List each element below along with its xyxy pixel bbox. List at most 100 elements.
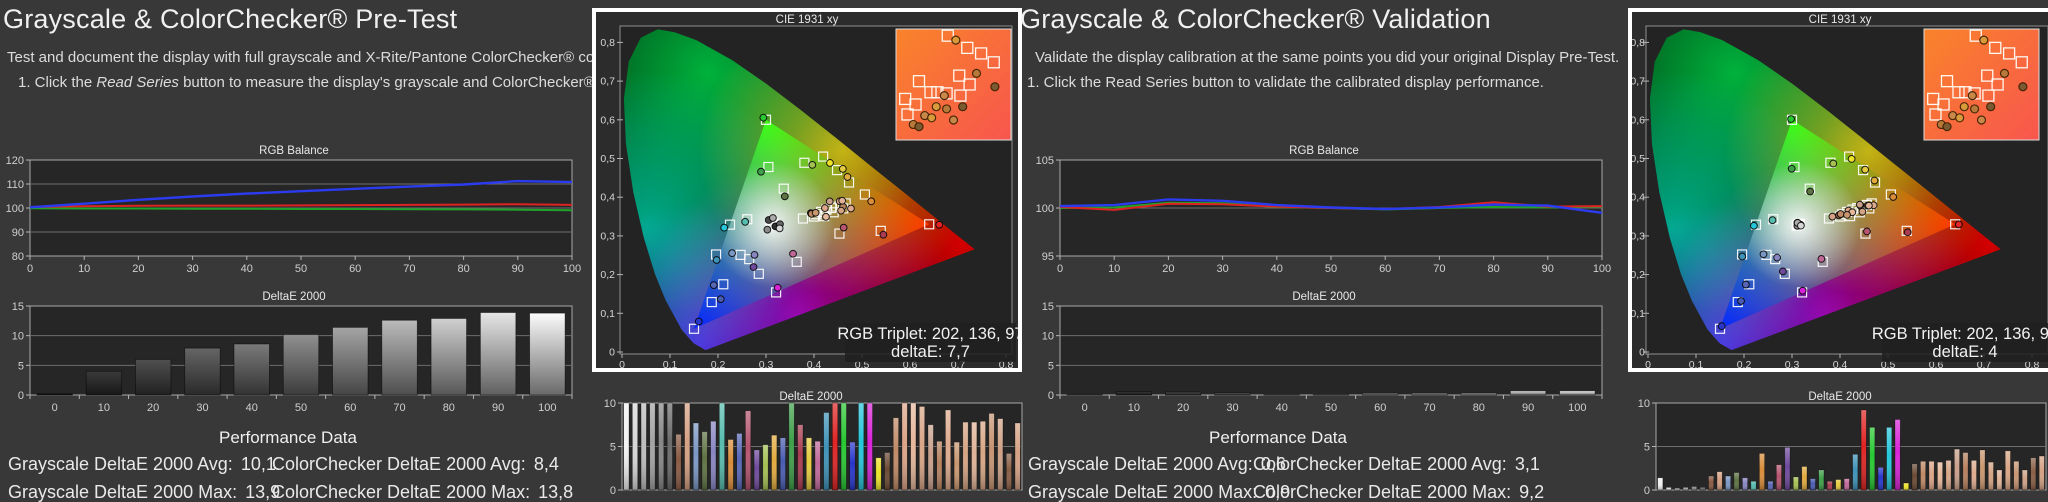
performance-heading: Performance Data [219,428,357,447]
svg-text:0,7: 0,7 [1632,76,1645,88]
svg-text:0,6: 0,6 [1632,114,1645,126]
svg-text:10: 10 [1638,398,1650,410]
svg-text:90: 90 [1542,263,1554,275]
svg-text:20: 20 [132,263,144,275]
svg-text:60: 60 [349,263,361,275]
svg-text:100: 100 [563,263,581,275]
svg-text:0,1: 0,1 [1632,308,1645,320]
svg-text:50: 50 [1325,402,1337,414]
svg-text:10: 10 [78,263,90,275]
step-text: button to measure the display's grayscal… [178,74,665,91]
metric-grayscale-max: Grayscale DeltaE 2000 Max: 13,9 [8,482,280,502]
svg-text:0,5: 0,5 [1632,153,1645,165]
svg-text:0,2: 0,2 [711,359,726,368]
svg-text:90: 90 [512,263,524,275]
metric-value: 13,8 [538,482,574,502]
svg-text:40: 40 [1276,402,1288,414]
colorchecker-deltae-chart-pretest: DeltaE 2000 0 5 10 [596,390,1026,502]
svg-text:10: 10 [1128,402,1140,414]
performance-heading: Performance Data [1209,428,1347,447]
metric-grayscale-avg: Grayscale DeltaE 2000 Avg: 10,1 [8,454,276,475]
performance-grid: Grayscale DeltaE 2000 Avg: 0,6 ColorCheck… [1028,454,1544,502]
svg-text:120: 120 [6,155,24,167]
svg-text:0: 0 [619,359,625,368]
metric-colorchecker-max: ColorChecker DeltaE 2000 Max: 9,2 [1253,482,1544,502]
svg-text:0,2: 0,2 [1632,269,1645,281]
pretest-step-instruction: 1. Click the Read Series button to measu… [18,74,665,91]
svg-text:100: 100 [538,402,556,414]
rgb-balance-chart-pretest: RGB Balance 80 90 100 110 120 0 10 20 30 40 50 60 70 8… [6,144,582,284]
svg-text:0,2: 0,2 [600,269,615,281]
svg-text:40: 40 [241,263,253,275]
grayscale-deltae-chart-validation: DeltaE 2000 0 5 10 15 0 10 20 30 40 50 60 70 80 90 100 [1036,290,1612,418]
svg-text:60: 60 [1374,402,1386,414]
metric-value: 0,9 [1265,482,1291,502]
svg-text:15: 15 [1042,301,1054,313]
svg-text:80: 80 [457,263,469,275]
svg-text:0,4: 0,4 [600,192,615,204]
svg-text:80: 80 [443,402,455,414]
validation-step-instruction: 1. Click the Read Series button to valid… [1027,74,1544,91]
svg-text:60: 60 [344,402,356,414]
pretest-description: Test and document the display with full … [7,49,660,66]
svg-text:0: 0 [1048,390,1054,402]
svg-text:100: 100 [6,203,24,215]
svg-text:0,1: 0,1 [663,359,678,368]
svg-text:0,3: 0,3 [759,359,774,368]
validation-description: Validate the display calibration at the … [1035,49,1620,66]
svg-text:30: 30 [1216,263,1228,275]
svg-text:100: 100 [1568,402,1586,414]
svg-text:0: 0 [27,263,33,275]
svg-text:0: 0 [1082,402,1088,414]
svg-text:30: 30 [1226,402,1238,414]
svg-text:0,5: 0,5 [600,153,615,165]
metric-value: 10,1 [240,454,276,474]
svg-text:80: 80 [1487,263,1499,275]
svg-text:0: 0 [18,390,24,402]
svg-text:RGB Triplet: 202, 136, 97: RGB Triplet: 202, 136, 97 [837,325,1018,343]
panel-pretest: Grayscale & ColorChecker® Pre-Test Test … [0,0,665,502]
metric-value: 0,6 [1260,454,1286,474]
metric-grayscale-max: Grayscale DeltaE 2000 Max: 0,9 [1028,482,1290,502]
svg-text:20: 20 [1177,402,1189,414]
svg-text:0,7: 0,7 [600,76,615,88]
svg-text:60: 60 [1379,263,1391,275]
svg-text:80: 80 [1473,402,1485,414]
svg-text:0,4: 0,4 [807,359,822,368]
svg-text:RGB Balance: RGB Balance [259,145,329,157]
svg-text:0: 0 [1644,485,1650,497]
svg-text:40: 40 [246,402,258,414]
svg-text:DeltaE 2000: DeltaE 2000 [1292,291,1355,303]
svg-text:15: 15 [12,301,24,313]
svg-text:DeltaE 2000: DeltaE 2000 [262,291,325,303]
svg-text:110: 110 [6,179,24,191]
svg-text:0,8: 0,8 [1632,37,1645,49]
svg-text:10: 10 [1042,331,1054,343]
cie-diagram-validation: CIE 1931 xy 0 0,1 0,2 0,3 0,4 0,5 0,6 0,7 0,8 0 0,1… [1628,8,2048,372]
svg-text:deltaE: 7,7: deltaE: 7,7 [891,343,970,361]
performance-data-pretest: Performance Data Grayscale DeltaE 2000 A… [8,428,573,502]
metric-label: Grayscale DeltaE 2000 Max: [8,482,238,502]
svg-text:0,1: 0,1 [600,308,615,320]
svg-text:RGB Balance: RGB Balance [1289,145,1359,157]
svg-text:20: 20 [1162,263,1174,275]
svg-text:90: 90 [492,402,504,414]
svg-text:0: 0 [1639,347,1645,359]
performance-data-validation: Performance Data Grayscale DeltaE 2000 A… [1028,428,1544,502]
svg-text:0,4: 0,4 [1632,192,1645,204]
svg-text:80: 80 [12,251,24,263]
page-title-pretest: Grayscale & ColorChecker® Pre-Test [3,4,458,34]
rgb-balance-chart-validation: RGB Balance 95 100 105 0 10 20 30 40 50 60 70 80 90 10… [1036,144,1612,284]
svg-text:30: 30 [196,402,208,414]
metric-label: Grayscale DeltaE 2000 Max: [1028,482,1258,502]
svg-text:0,8: 0,8 [600,37,615,49]
metric-colorchecker-avg: ColorChecker DeltaE 2000 Avg: 8,4 [272,454,573,475]
svg-text:100: 100 [1593,263,1611,275]
svg-text:0: 0 [1057,263,1063,275]
metric-label: ColorChecker DeltaE 2000 Avg: [1253,454,1507,474]
metric-value: 13,9 [245,482,281,502]
svg-text:105: 105 [1036,155,1054,167]
metric-value: 9,2 [1519,482,1545,502]
svg-text:deltaE: 4: deltaE: 4 [1932,343,1997,361]
svg-text:5: 5 [610,442,616,454]
